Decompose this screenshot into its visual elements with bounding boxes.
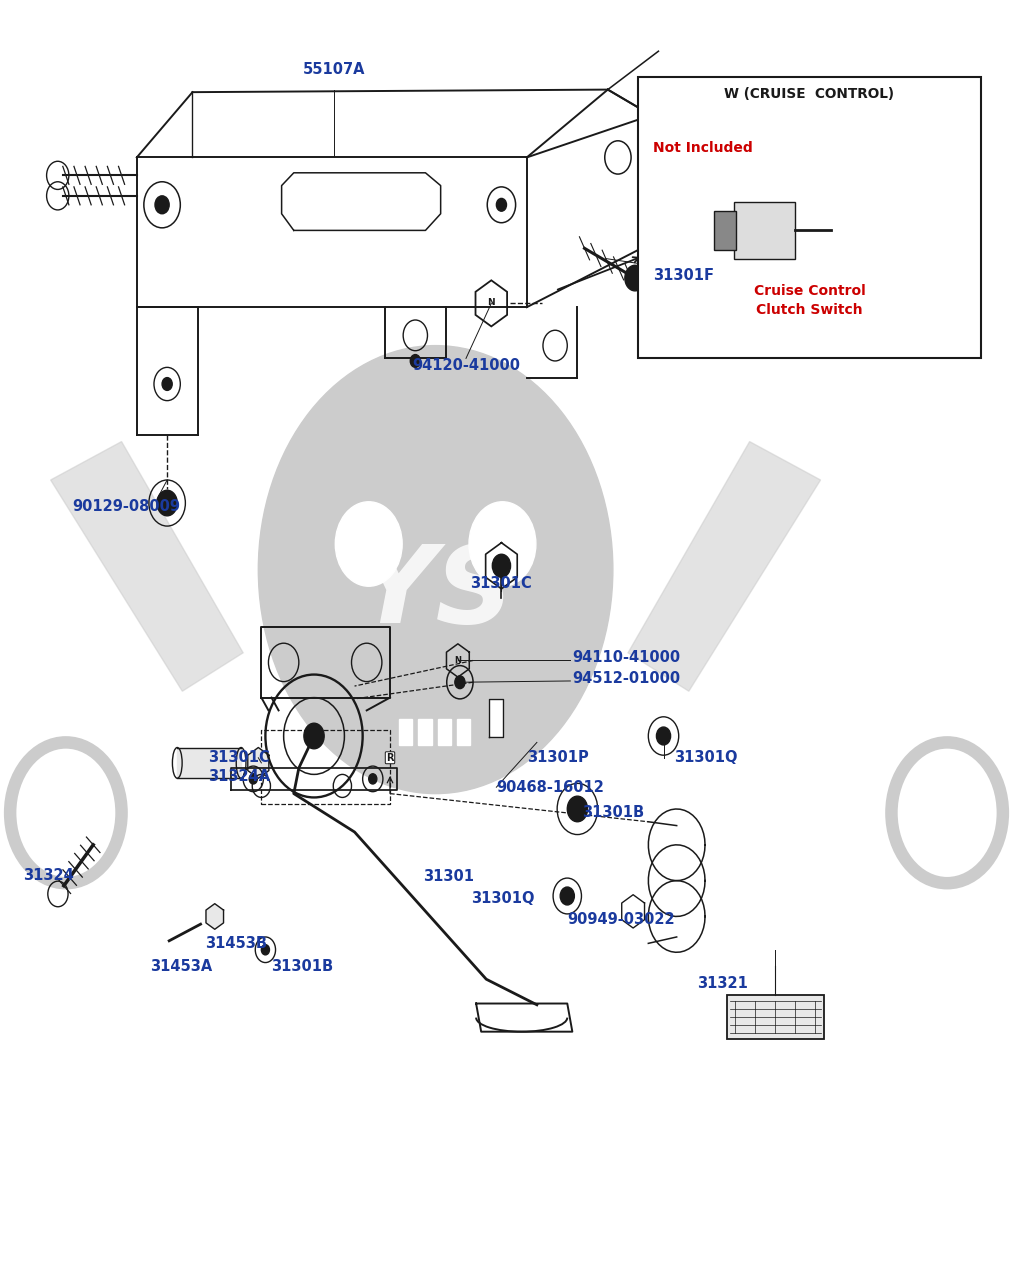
Bar [418, 719, 432, 745]
Circle shape [496, 198, 506, 211]
Text: 31324: 31324 [23, 868, 74, 883]
Text: W (CRUISE  CONTROL): W (CRUISE CONTROL) [724, 87, 894, 101]
Polygon shape [206, 904, 224, 929]
Text: 94120-41000: 94120-41000 [412, 358, 520, 374]
Text: 31301Q: 31301Q [471, 891, 535, 906]
Text: 31324A: 31324A [208, 769, 269, 785]
Text: 31301C: 31301C [471, 576, 532, 591]
FancyBboxPatch shape [734, 202, 795, 259]
Circle shape [258, 346, 613, 794]
FancyBboxPatch shape [714, 211, 736, 250]
Polygon shape [628, 442, 821, 691]
Ellipse shape [346, 673, 525, 781]
Circle shape [369, 773, 377, 783]
Polygon shape [177, 748, 241, 778]
Text: 90129-08009: 90129-08009 [73, 499, 180, 515]
Text: N: N [455, 655, 461, 666]
Circle shape [261, 945, 269, 955]
Circle shape [925, 785, 969, 841]
Polygon shape [51, 442, 243, 691]
Polygon shape [489, 699, 503, 737]
Text: YS: YS [358, 540, 514, 645]
Text: 31301P: 31301P [527, 750, 589, 765]
Circle shape [162, 378, 172, 390]
Text: 31301: 31301 [423, 869, 474, 884]
Circle shape [410, 355, 420, 367]
Text: Cruise Control
Clutch Switch: Cruise Control Clutch Switch [754, 284, 865, 316]
Text: 31301B: 31301B [271, 959, 333, 974]
Circle shape [567, 796, 588, 822]
Circle shape [560, 887, 574, 905]
Text: 90468-16012: 90468-16012 [496, 780, 604, 795]
Circle shape [335, 502, 402, 586]
Circle shape [492, 554, 511, 577]
Text: 94110-41000: 94110-41000 [572, 650, 681, 666]
Circle shape [157, 490, 177, 516]
Text: 31321: 31321 [697, 975, 748, 991]
Text: 94512-01000: 94512-01000 [572, 671, 681, 686]
Text: 31453A: 31453A [150, 959, 212, 974]
Circle shape [155, 196, 169, 214]
Circle shape [249, 773, 257, 783]
Polygon shape [476, 1004, 572, 1032]
FancyBboxPatch shape [727, 995, 824, 1039]
Text: 31301C: 31301C [208, 750, 269, 765]
Bar [457, 719, 470, 745]
Text: 90949-03022: 90949-03022 [567, 911, 675, 927]
Circle shape [469, 502, 536, 586]
Text: 31301Q: 31301Q [674, 750, 737, 765]
Polygon shape [248, 748, 268, 778]
Circle shape [625, 265, 645, 291]
Circle shape [656, 727, 671, 745]
FancyBboxPatch shape [638, 77, 981, 358]
Text: N: N [487, 297, 495, 307]
Circle shape [455, 676, 465, 689]
Text: Not Included: Not Included [653, 141, 753, 155]
Text: 31301B: 31301B [582, 805, 644, 820]
Bar [438, 719, 451, 745]
Circle shape [304, 723, 324, 749]
Circle shape [44, 785, 88, 841]
Text: 55107A: 55107A [303, 61, 366, 77]
Text: R: R [386, 753, 394, 763]
Text: 31301F: 31301F [653, 268, 714, 283]
Text: 31453B: 31453B [205, 936, 266, 951]
Text: W: W [456, 677, 464, 687]
Bar [399, 719, 412, 745]
